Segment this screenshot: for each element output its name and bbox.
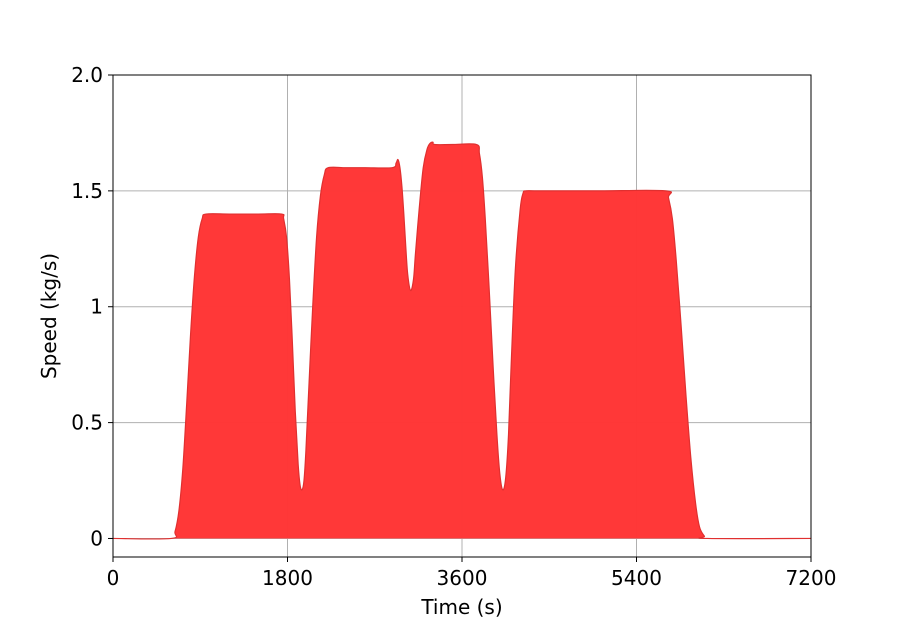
- y-tick-label: 1.5: [71, 179, 103, 203]
- x-tick-label: 3600: [437, 566, 488, 590]
- x-axis-label: Time (s): [420, 595, 502, 619]
- x-tick-label: 7200: [786, 566, 837, 590]
- series-line: [112, 141, 812, 540]
- series-area: [112, 141, 812, 540]
- x-axis-ticks: 0 1800 3600 5400 7200: [107, 557, 837, 590]
- y-axis-label: Speed (kg/s): [37, 253, 61, 379]
- y-tick-label: 1: [90, 295, 103, 319]
- x-tick-label: 5400: [611, 566, 662, 590]
- y-tick-label: 0.5: [71, 411, 103, 435]
- x-tick-label: 0: [107, 566, 120, 590]
- y-tick-label: 0: [90, 526, 103, 550]
- series-fill: [113, 142, 811, 539]
- y-axis-ticks: 0 0.5 1 1.5 2.0: [71, 63, 113, 550]
- y-tick-label: 2.0: [71, 63, 103, 87]
- x-tick-label: 1800: [262, 566, 313, 590]
